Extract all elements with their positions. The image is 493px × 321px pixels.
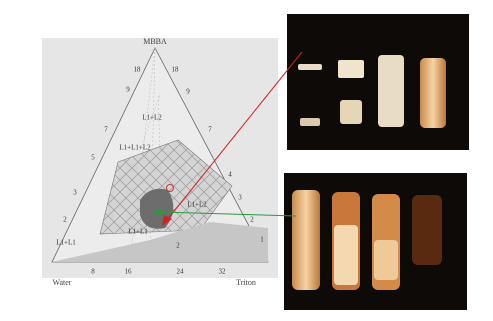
tick-label: 24 xyxy=(177,268,185,276)
tick-label: 2 xyxy=(250,216,254,224)
hatched-region xyxy=(99,139,233,235)
tick-label: 8 xyxy=(91,268,95,276)
tick-label: 16 xyxy=(125,268,133,276)
tick-label: 5 xyxy=(91,154,95,162)
region-label: 2 xyxy=(176,242,180,250)
region-label: L1+L2 xyxy=(187,201,207,209)
arrow xyxy=(166,51,303,221)
region-label: L1+L1+L2 xyxy=(119,144,151,152)
tick-label: 3 xyxy=(73,189,77,197)
tick-label: 2 xyxy=(63,216,67,224)
tubes xyxy=(298,55,446,128)
grid xyxy=(129,47,161,263)
tick-label: 32 xyxy=(219,268,227,276)
tick-label: 4 xyxy=(228,171,232,179)
dark-region xyxy=(140,188,174,229)
tick-label: 7 xyxy=(104,126,108,134)
arrowhead xyxy=(153,208,162,216)
arrowhead xyxy=(162,215,172,226)
vertex-label: Triton xyxy=(236,278,256,287)
tick-label: 9 xyxy=(126,86,130,94)
lower-region xyxy=(52,222,268,262)
tick-label: 7 xyxy=(208,126,212,134)
region-label: L1+L1 xyxy=(128,228,148,236)
marker xyxy=(166,184,174,192)
tick-label: 1 xyxy=(260,236,264,244)
region-label: L1+L2 xyxy=(142,114,162,122)
arrow xyxy=(159,211,297,217)
tick-label: 3 xyxy=(238,194,242,202)
tick-label: 18 xyxy=(134,66,142,74)
tubes xyxy=(292,190,442,290)
tick-label: 9 xyxy=(186,88,190,96)
vertex-label: Water xyxy=(53,278,72,287)
region-label: L1+L1 xyxy=(56,239,76,247)
tick-label: 18 xyxy=(172,66,180,74)
vertex-label: MBBA xyxy=(143,37,167,46)
